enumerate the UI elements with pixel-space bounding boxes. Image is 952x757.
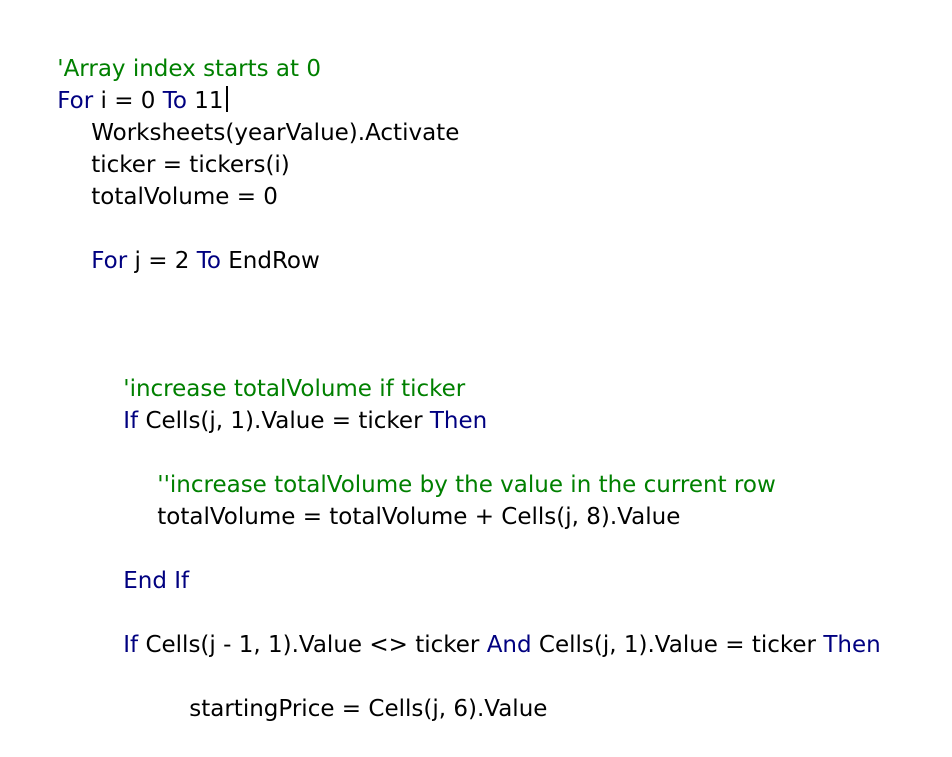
code-keyword: And [486,632,532,658]
code-text: totalVolume = totalVolume + Cells(j, 8).… [157,504,681,530]
code-text: i = 0 [93,88,163,114]
code-keyword: To [162,88,187,114]
code-keyword: For [57,88,94,114]
code-keyword: Then [429,408,488,434]
code-line: ticker = tickers(i) [62,117,290,178]
code-text: Cells(j - 1, 1).Value <> ticker [138,632,487,658]
code-text: Worksheets(yearValue).Activate [91,120,460,146]
code-comment: 'increase totalVolume if ticker [123,376,466,402]
code-line: startingPrice = Cells(j, 6).Value [160,661,547,722]
code-keyword: If [123,408,139,434]
code-line: Worksheets(yearValue).Activate [62,85,459,146]
code-line: For i = 0 To 11 [28,53,228,114]
code-comment: 'Array index starts at 0 [57,56,321,82]
code-editor[interactable]: 'Array index starts at 0 For i = 0 To 11… [0,0,952,722]
code-line: totalVolume = 0 [62,149,278,210]
code-keyword: End If [123,568,190,594]
code-text: 11 [186,88,224,114]
code-text: j = 2 [127,248,197,274]
code-text: totalVolume = 0 [91,184,278,210]
code-keyword: Then [823,632,881,658]
code-keyword: If [123,632,139,658]
code-keyword: For [91,248,128,274]
code-line: For j = 2 To EndRow [62,213,320,274]
code-line: If Cells(j - 1, 1).Value <> ticker And C… [94,597,880,658]
code-line: 'Array index starts at 0 [28,21,321,82]
code-line: totalVolume = totalVolume + Cells(j, 8).… [128,469,680,530]
code-text: Cells(j, 1).Value = ticker [138,408,430,434]
code-text: EndRow [220,248,320,274]
code-line: ''increase totalVolume by the value in t… [128,437,776,498]
code-text: ticker = tickers(i) [91,152,290,178]
text-caret [225,86,228,112]
code-text: startingPrice = Cells(j, 6).Value [189,696,548,722]
code-comment: ''increase totalVolume by the value in t… [157,472,776,498]
code-text: Cells(j, 1).Value = ticker [531,632,824,658]
code-keyword: To [196,248,221,274]
code-line: 'increase totalVolume if ticker [94,341,465,402]
code-line: If Cells(j, 1).Value = ticker Then [94,373,487,434]
code-line: End If [94,533,189,594]
